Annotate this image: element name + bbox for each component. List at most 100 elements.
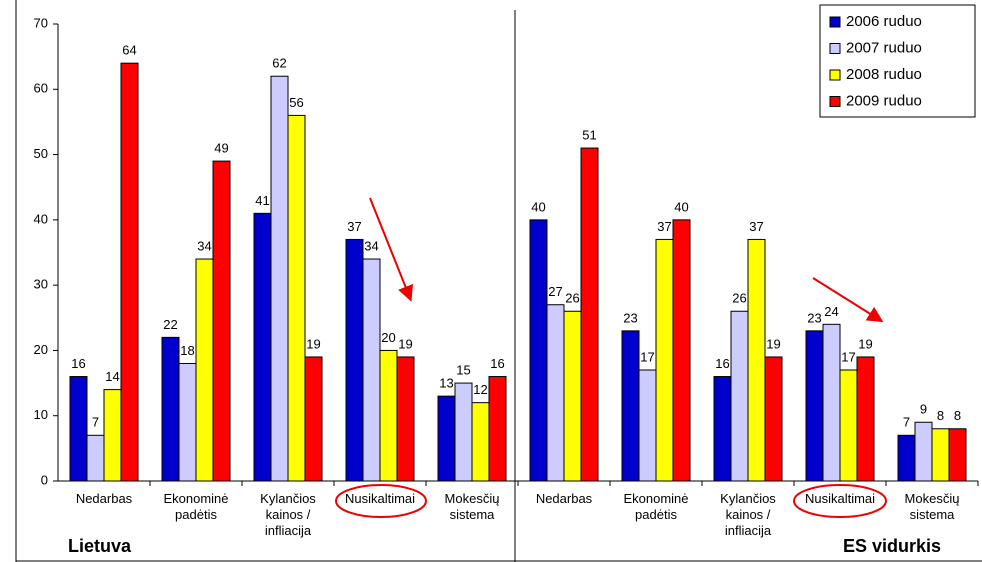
legend-label: 2006 ruduo: [846, 13, 922, 30]
panel-label: ES vidurkis: [843, 536, 942, 556]
legend-box: [819, 4, 976, 118]
value-label: 22: [163, 317, 177, 332]
y-tick-label: 30: [34, 277, 48, 292]
bar: [948, 428, 967, 482]
bar: [764, 356, 783, 482]
legend-swatch: [829, 69, 841, 81]
value-label: 7: [903, 415, 910, 430]
value-label: 19: [398, 336, 412, 351]
value-label: 34: [197, 238, 211, 253]
bar: [839, 369, 858, 482]
y-tick-label: 50: [34, 146, 48, 161]
bar: [488, 376, 507, 482]
value-label: 17: [640, 349, 654, 364]
bar: [931, 428, 950, 482]
y-tick-label: 0: [41, 472, 48, 487]
x-tick-label: Nedarbas: [535, 491, 593, 506]
value-label: 23: [623, 310, 637, 325]
bar: [287, 114, 306, 482]
bar: [69, 376, 88, 482]
y-tick-label: 20: [34, 342, 48, 357]
bar: [270, 75, 289, 482]
bar: [304, 356, 323, 482]
value-label: 51: [582, 127, 596, 142]
panel-label: Lietuva: [68, 536, 132, 556]
x-tick-label: Nedarbas: [75, 491, 133, 506]
value-label: 16: [490, 356, 504, 371]
bar: [362, 258, 381, 482]
bar: [253, 212, 272, 482]
x-tick-label: Kylančios kainos / infliacija: [260, 491, 316, 538]
arrow: [369, 197, 413, 302]
value-label: 27: [548, 284, 562, 299]
bar: [195, 258, 214, 482]
value-label: 23: [807, 310, 821, 325]
bar: [655, 238, 674, 482]
bar: [161, 336, 180, 482]
bar: [120, 62, 139, 482]
bar: [897, 434, 916, 482]
bar: [471, 402, 490, 482]
x-tick-label: Nusikaltimai: [344, 491, 416, 506]
bar: [546, 304, 565, 482]
bar: [822, 323, 841, 482]
x-tick-label: Mokesčių sistema: [444, 491, 500, 522]
bar: [747, 238, 766, 482]
value-label: 12: [473, 382, 487, 397]
x-tick-label: Ekonominė padėtis: [623, 491, 689, 522]
value-label: 8: [954, 408, 961, 423]
value-label: 18: [180, 343, 194, 358]
bar: [713, 376, 732, 482]
y-tick-label: 60: [34, 81, 48, 96]
legend-swatch: [829, 43, 841, 54]
bar: [345, 238, 364, 482]
bar: [103, 389, 122, 482]
value-label: 8: [937, 408, 944, 423]
value-label: 49: [214, 141, 228, 156]
highlight-circle: [335, 484, 427, 518]
value-label: 15: [456, 363, 470, 378]
value-label: 19: [858, 336, 872, 351]
value-label: 40: [531, 199, 545, 214]
bar: [529, 219, 548, 482]
bar: [563, 310, 582, 482]
x-tick-label: Ekonominė padėtis: [163, 491, 229, 522]
highlight-circle: [793, 484, 887, 518]
value-label: 14: [105, 369, 119, 384]
y-tick-label: 70: [34, 15, 48, 30]
value-label: 17: [841, 349, 855, 364]
bar: [805, 330, 824, 482]
x-tick-label: Kylančios kainos / infliacija: [720, 491, 776, 538]
legend-label: 2007 ruduo: [846, 39, 922, 56]
value-label: 13: [439, 376, 453, 391]
x-tick-label: Nusikaltimai: [804, 491, 876, 506]
bar: [621, 330, 640, 482]
arrow: [812, 277, 884, 323]
bar: [454, 382, 473, 482]
bar: [730, 310, 749, 482]
y-tick-label: 10: [34, 407, 48, 422]
value-label: 56: [289, 95, 303, 110]
value-label: 40: [674, 199, 688, 214]
bar: [580, 147, 599, 482]
bar: [638, 369, 657, 482]
bar: [212, 160, 231, 482]
value-label: 37: [657, 219, 671, 234]
bar: [856, 356, 875, 482]
value-label: 62: [272, 56, 286, 71]
y-tick-label: 40: [34, 211, 48, 226]
value-label: 9: [920, 402, 927, 417]
legend-swatch: [829, 96, 841, 107]
value-label: 16: [715, 356, 729, 371]
value-label: 20: [381, 330, 395, 345]
value-label: 26: [565, 291, 579, 306]
bar: [914, 421, 933, 482]
bar: [379, 349, 398, 482]
x-tick-label: Mokesčių sistema: [904, 491, 960, 522]
value-label: 64: [122, 43, 136, 58]
bar: [86, 434, 105, 482]
value-label: 41: [255, 193, 269, 208]
legend-label: 2008 ruduo: [846, 66, 922, 83]
bar: [178, 362, 197, 482]
